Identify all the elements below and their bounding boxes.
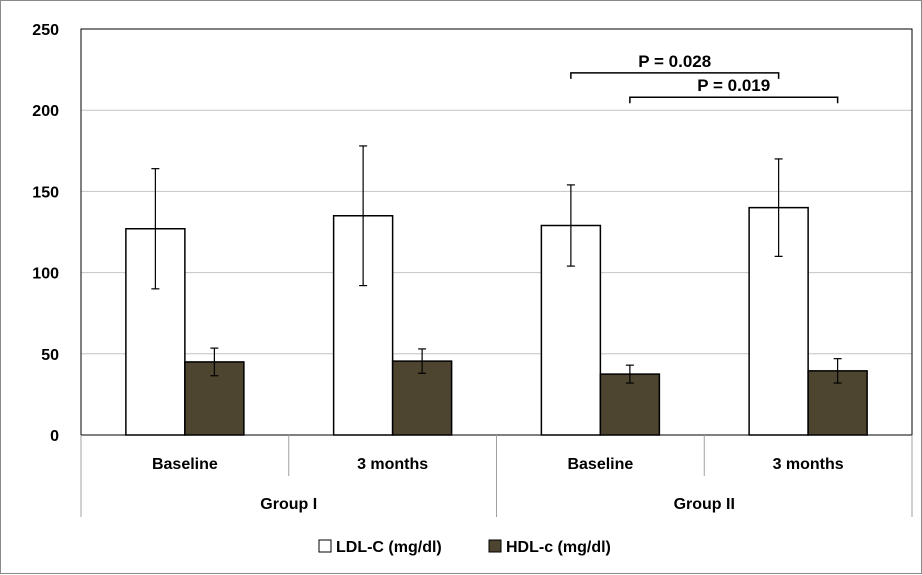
significance-bracket [570, 72, 780, 79]
legend-swatch [318, 539, 332, 553]
y-tick-label: 50 [41, 347, 59, 364]
x-group-label: Group I [260, 496, 317, 513]
significance-bracket [629, 96, 839, 104]
x-category-label: Baseline [152, 456, 218, 473]
y-tick-label: 150 [32, 184, 59, 201]
x-category-label: Baseline [567, 456, 633, 473]
hdl-bar [599, 373, 661, 436]
legend-label: LDL-C (mg/dl) [336, 539, 442, 556]
legend-label: HDL-c (mg/dl) [506, 539, 611, 556]
y-tick-label: 100 [32, 266, 59, 283]
y-tick-label: 200 [32, 103, 59, 120]
p-value-label: P = 0.028 [638, 52, 711, 71]
legend-swatch [488, 539, 502, 553]
y-tick-label: 0 [50, 428, 59, 445]
p-value-label: P = 0.019 [697, 76, 770, 95]
y-tick-label: 250 [32, 22, 59, 39]
x-category-label: 3 months [357, 456, 428, 473]
x-group-label: Group II [674, 496, 735, 513]
ldl-bar [540, 224, 602, 436]
x-category-label: 3 months [773, 456, 844, 473]
